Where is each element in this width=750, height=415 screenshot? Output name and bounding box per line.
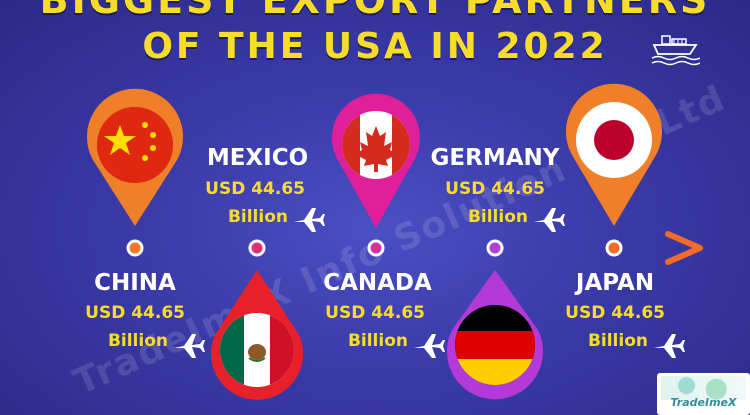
country-value-canada-line1: USD 44.65 — [325, 303, 425, 323]
country-value-china-line1: USD 44.65 — [85, 303, 185, 323]
japan-pin — [566, 83, 662, 226]
country-name-canada: CANADA — [323, 270, 432, 296]
country-value-germany-line1: USD 44.65 — [445, 179, 545, 199]
country-value-china-line2: Billion — [107, 331, 168, 351]
timeline-dot-japan — [605, 239, 623, 257]
mexico-pin — [211, 270, 303, 400]
country-value-germany-line2: Billion — [467, 207, 528, 227]
airplane-icon — [294, 208, 325, 232]
country-value-mexico-line2: Billion — [227, 207, 288, 227]
country-name-china: CHINA — [94, 270, 176, 296]
title-line-1: BIGGEST EXPORT PARTNERS — [39, 0, 711, 22]
timeline-dot-canada — [367, 239, 385, 257]
ship-icon — [651, 35, 700, 66]
airplane-icon — [414, 334, 445, 358]
timeline-dot-mexico — [248, 239, 266, 257]
country-value-canada-line2: Billion — [347, 331, 408, 351]
airplane-icon — [534, 208, 565, 232]
timeline-dot-germany — [486, 239, 504, 257]
country-name-japan: JAPAN — [575, 270, 655, 296]
airplane-icon — [654, 334, 685, 358]
tradeimex-logo: TradeImeX — [657, 373, 750, 415]
country-value-japan-line2: Billion — [587, 331, 648, 351]
country-name-mexico: MEXICO — [206, 145, 309, 171]
china-flag — [97, 107, 173, 183]
logo-text: TradeImeX — [670, 396, 737, 409]
germany-pin — [447, 270, 543, 400]
canada-pin — [332, 93, 421, 228]
country-value-mexico-line1: USD 44.65 — [205, 179, 305, 199]
airplane-icon — [174, 334, 205, 358]
china-pin — [87, 88, 184, 226]
world-map-icon — [661, 376, 746, 400]
japan-flag — [594, 120, 634, 160]
country-name-germany: GERMANY — [430, 145, 560, 171]
title-line-2: OF THE USA IN 2022 — [142, 26, 608, 67]
country-value-japan-line1: USD 44.65 — [565, 303, 665, 323]
timeline-dot-china — [126, 239, 144, 257]
